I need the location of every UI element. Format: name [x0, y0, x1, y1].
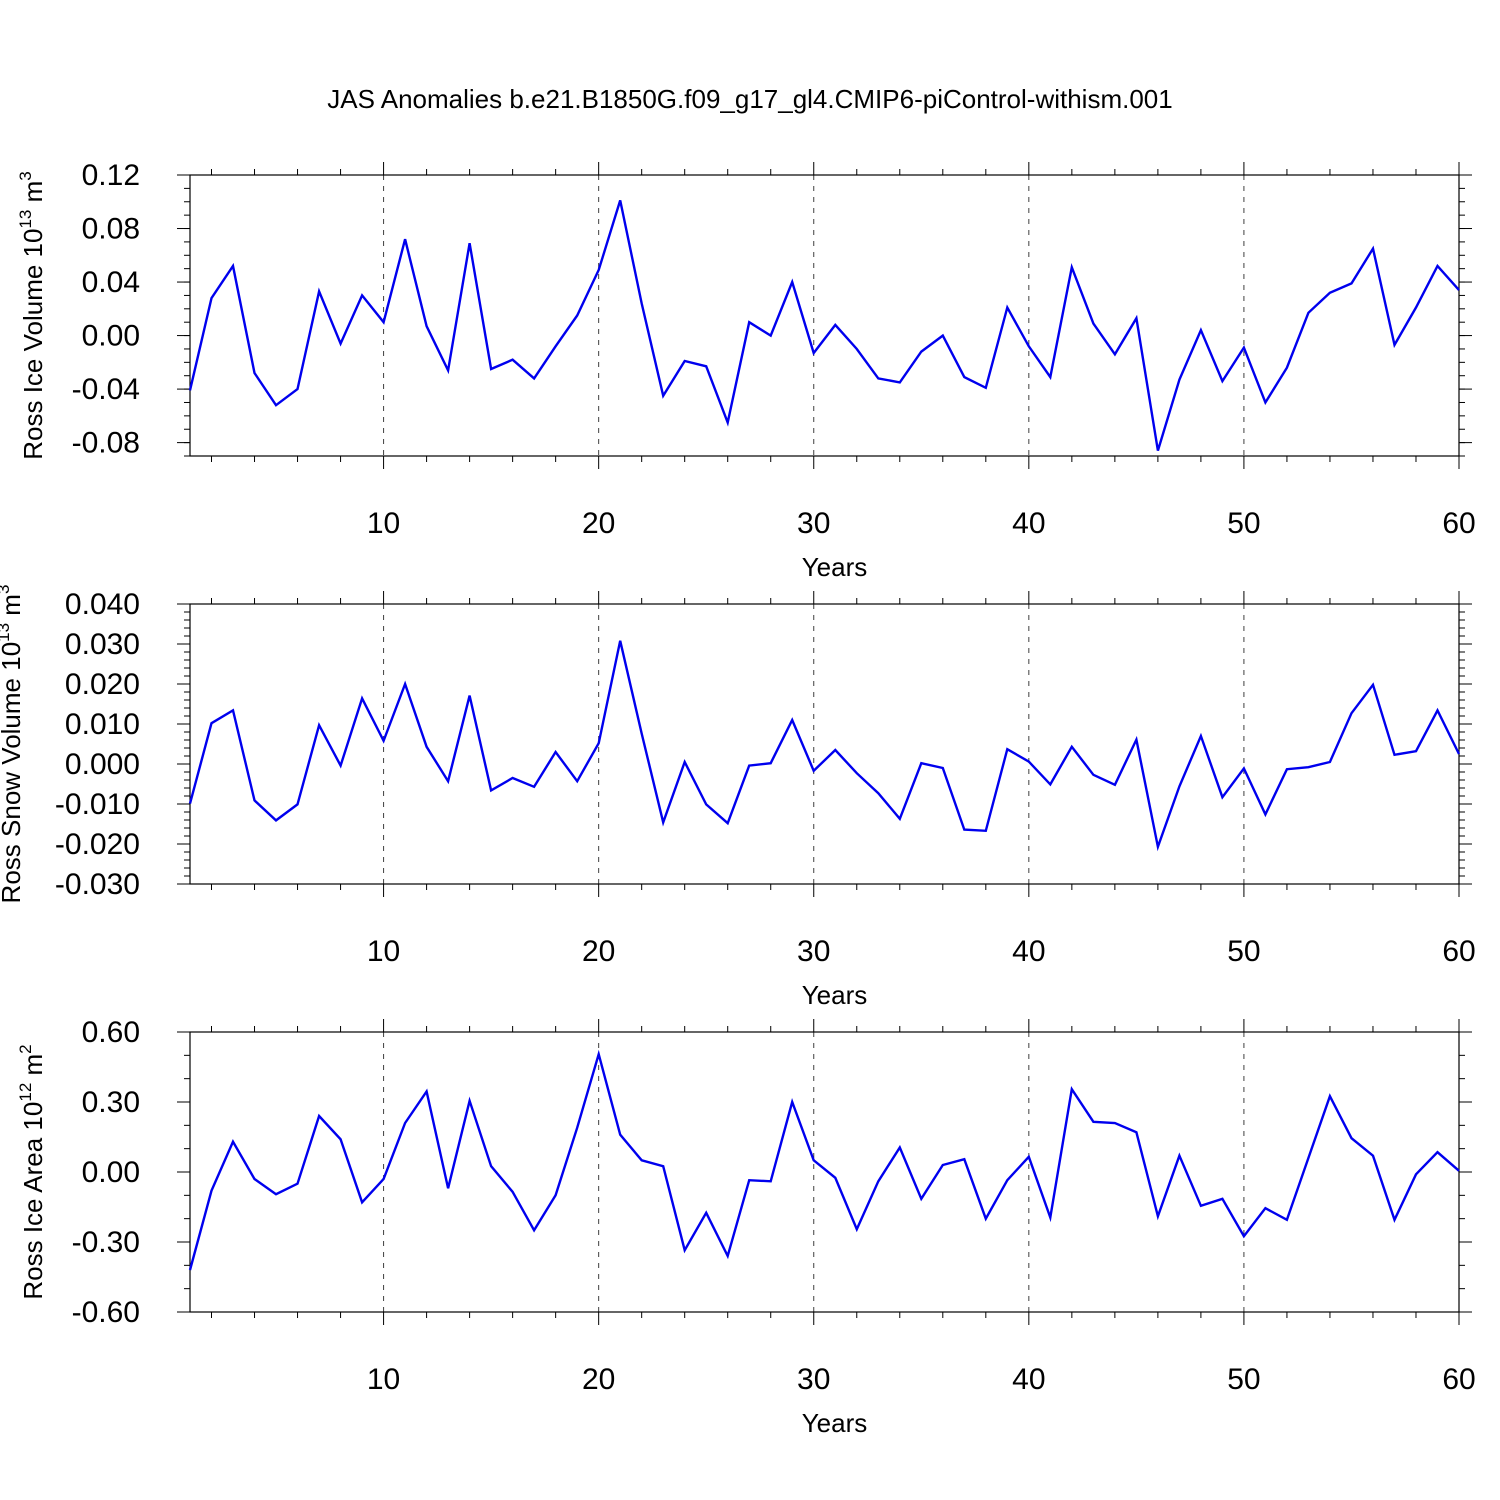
y-tick-label: 0.040 [65, 588, 140, 621]
x-tick-label: 50 [1227, 935, 1260, 968]
plot-frame [189, 1031, 1460, 1313]
y-tick-label: -0.04 [72, 373, 140, 406]
x-tick-label: 10 [367, 507, 400, 540]
x-tick-label: 10 [367, 935, 400, 968]
data-series-line [188, 640, 1461, 852]
y-axis-label: Ross Ice Area 1012 m2 [16, 1044, 48, 1299]
y-tick-label: 0.00 [82, 320, 140, 353]
chart-panel-2: 10 20 30 40 50 60 -0.030 -0.020 -0.010 0.000 0.010… [0, 585, 1476, 1010]
x-tick-label: 60 [1442, 507, 1475, 540]
x-tick-label: 50 [1227, 507, 1260, 540]
x-tick-label: 10 [367, 1363, 400, 1396]
y-axis-label: Ross Ice Volume 1013 m3 [16, 171, 48, 460]
y-tick-label: -0.30 [72, 1226, 140, 1259]
x-tick-label: 20 [582, 1363, 615, 1396]
x-tick-label: 60 [1442, 1363, 1475, 1396]
y-tick-label: 0.30 [82, 1086, 140, 1119]
x-tick-label: 30 [797, 935, 830, 968]
x-tick-label: 40 [1012, 1363, 1045, 1396]
plot-frame [189, 174, 1460, 457]
data-series-line [188, 200, 1460, 451]
x-axis-label: Years [802, 552, 868, 582]
y-tick-label: 0.12 [82, 159, 140, 192]
x-tick-label: 60 [1442, 935, 1475, 968]
y-tick-label: 0.04 [82, 266, 140, 299]
y-tick-label: 0.020 [65, 668, 140, 701]
y-tick-label: 0.030 [65, 628, 140, 661]
y-axis-label: Ross Snow Volume 1013 m3 [0, 585, 26, 904]
x-tick-label: 30 [797, 507, 830, 540]
y-tick-label: -0.020 [55, 828, 140, 861]
chart-panel-3: 10 20 30 40 50 60 -0.60 -0.30 0.00 0.30 0.60 Years R… [16, 1016, 1476, 1438]
y-tick-label: -0.08 [72, 427, 140, 460]
x-tick-label: 20 [582, 507, 615, 540]
x-tick-label: 30 [797, 1363, 830, 1396]
x-axis-label: Years [802, 980, 868, 1010]
plot-frame [189, 603, 1460, 885]
y-tick-label: 0.010 [65, 708, 140, 741]
x-axis-label: Years [802, 1408, 868, 1438]
x-tick-label: 40 [1012, 935, 1045, 968]
y-tick-label: 0.000 [65, 748, 140, 781]
x-tick-label: 40 [1012, 507, 1045, 540]
data-series-line [188, 1049, 1460, 1271]
figure-title: JAS Anomalies b.e21.B1850G.f09_g17_gl4.C… [327, 84, 1173, 114]
chart-panel-1: 10 20 30 40 50 60 -0.08 -0.04 0.00 0.04 0.08 0.12 Ye… [16, 159, 1476, 582]
y-tick-label: 0.60 [82, 1016, 140, 1049]
x-tick-label: 50 [1227, 1363, 1260, 1396]
y-tick-label: -0.030 [55, 868, 140, 901]
y-tick-label: 0.08 [82, 213, 140, 246]
x-tick-label: 20 [582, 935, 615, 968]
y-tick-label: -0.60 [72, 1296, 140, 1329]
y-tick-label: 0.00 [82, 1156, 140, 1189]
y-tick-label: -0.010 [55, 788, 140, 821]
